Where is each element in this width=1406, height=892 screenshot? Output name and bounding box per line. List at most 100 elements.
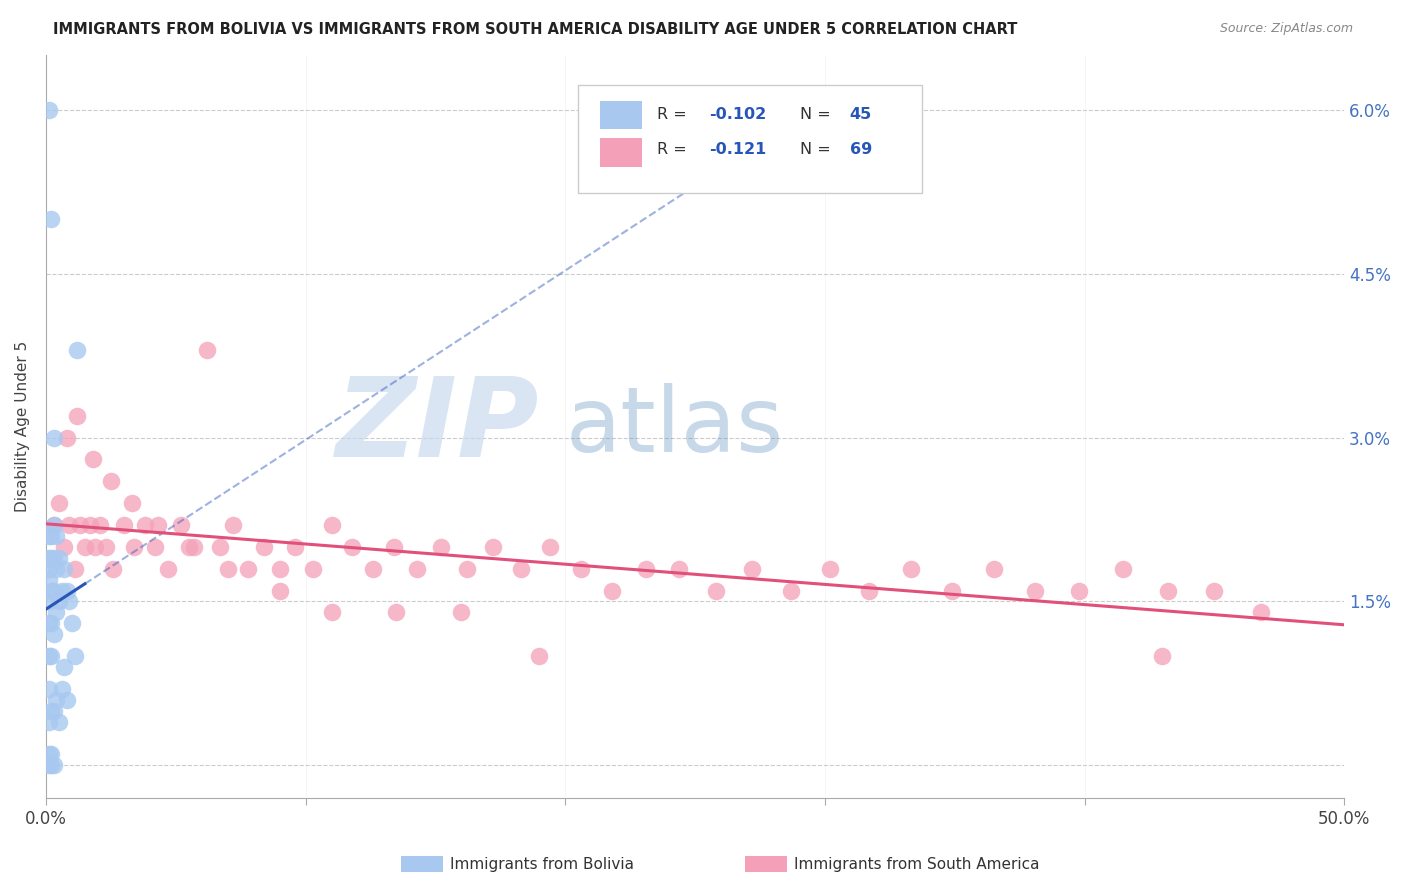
Point <box>1112 562 1135 576</box>
Point <box>39 529 62 543</box>
Text: IMMIGRANTS FROM BOLIVIA VS IMMIGRANTS FROM SOUTH AMERICA DISABILITY AGE UNDER 5 : IMMIGRANTS FROM BOLIVIA VS IMMIGRANTS FR… <box>53 22 1018 37</box>
Point <box>780 583 803 598</box>
Point <box>1250 606 1272 620</box>
Point <box>53 660 76 674</box>
Point <box>39 649 62 664</box>
Text: -0.121: -0.121 <box>710 142 766 157</box>
Text: Immigrants from South America: Immigrants from South America <box>794 857 1040 871</box>
Point <box>58 518 80 533</box>
Point <box>156 562 179 576</box>
Point <box>73 540 96 554</box>
Point <box>122 540 145 554</box>
Point <box>222 518 245 533</box>
Point <box>48 594 70 608</box>
Point <box>1024 583 1046 598</box>
Point <box>170 518 193 533</box>
Text: N =: N = <box>800 142 837 157</box>
Point <box>1152 649 1174 664</box>
Y-axis label: Disability Age Under 5: Disability Age Under 5 <box>15 341 30 512</box>
Point <box>100 475 122 489</box>
Text: R =: R = <box>658 142 692 157</box>
Point <box>269 583 291 598</box>
Bar <box>600 101 641 129</box>
Point <box>39 616 62 631</box>
Point <box>38 616 60 631</box>
Point <box>38 758 60 772</box>
Point <box>253 540 276 554</box>
Point <box>302 562 325 576</box>
Point <box>58 594 80 608</box>
Point <box>48 714 70 729</box>
Point <box>42 518 65 533</box>
Point <box>38 103 60 117</box>
Text: R =: R = <box>658 107 692 122</box>
Point <box>38 714 60 729</box>
Point <box>510 562 533 576</box>
Point <box>112 518 135 533</box>
Point <box>481 540 503 554</box>
Point <box>38 747 60 762</box>
Point <box>529 649 551 664</box>
Point <box>51 681 73 696</box>
Point <box>134 518 156 533</box>
Bar <box>600 138 641 167</box>
Text: ZIP: ZIP <box>336 373 540 480</box>
Point <box>55 693 77 707</box>
Point <box>941 583 963 598</box>
Point <box>38 573 60 587</box>
Point <box>382 540 405 554</box>
Point <box>45 562 67 576</box>
Point <box>63 562 86 576</box>
Point <box>42 627 65 641</box>
Point <box>53 562 76 576</box>
Point <box>668 562 690 576</box>
Text: Immigrants from Bolivia: Immigrants from Bolivia <box>450 857 634 871</box>
Point <box>38 649 60 664</box>
Point <box>69 518 91 533</box>
Point <box>1156 583 1178 598</box>
Point <box>42 431 65 445</box>
Point <box>38 550 60 565</box>
Point <box>600 583 623 598</box>
Text: 45: 45 <box>849 107 872 122</box>
Point <box>284 540 307 554</box>
Point <box>269 562 291 576</box>
Point <box>39 747 62 762</box>
Point <box>538 540 561 554</box>
Point <box>84 540 107 554</box>
Point <box>39 583 62 598</box>
Point <box>704 583 727 598</box>
Point <box>634 562 657 576</box>
Point <box>361 562 384 576</box>
Point <box>38 529 60 543</box>
Point <box>51 583 73 598</box>
Point <box>55 583 77 598</box>
Point <box>39 758 62 772</box>
Point <box>195 343 218 358</box>
Point <box>94 540 117 554</box>
Point <box>818 562 841 576</box>
Point <box>741 562 763 576</box>
Point <box>48 496 70 510</box>
Point <box>60 616 83 631</box>
Point <box>238 562 260 576</box>
Point <box>48 550 70 565</box>
Point <box>38 594 60 608</box>
Point <box>45 529 67 543</box>
Point <box>38 681 60 696</box>
Point <box>146 518 169 533</box>
Point <box>983 562 1005 576</box>
Point <box>66 343 89 358</box>
Point <box>89 518 111 533</box>
FancyBboxPatch shape <box>578 85 922 193</box>
Point <box>42 518 65 533</box>
Point <box>208 540 231 554</box>
Point <box>1204 583 1226 598</box>
Point <box>1069 583 1091 598</box>
Point <box>858 583 880 598</box>
Point <box>53 540 76 554</box>
Point <box>42 550 65 565</box>
Point <box>39 704 62 718</box>
Point <box>569 562 592 576</box>
Text: -0.102: -0.102 <box>710 107 766 122</box>
